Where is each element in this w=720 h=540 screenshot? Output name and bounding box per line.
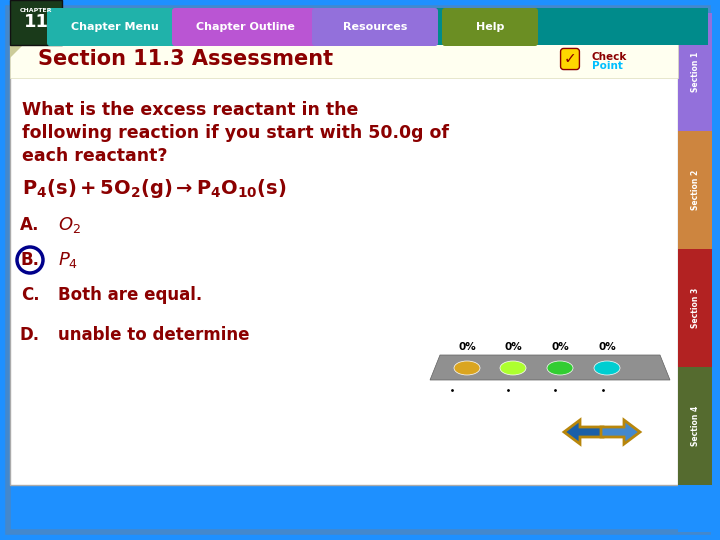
Text: unable to determine: unable to determine [58, 326, 250, 344]
Text: Help: Help [476, 22, 504, 32]
Text: Resources: Resources [343, 22, 408, 32]
FancyBboxPatch shape [8, 8, 708, 532]
FancyBboxPatch shape [678, 367, 712, 485]
FancyBboxPatch shape [678, 485, 712, 532]
FancyBboxPatch shape [678, 131, 712, 249]
Text: following reaction if you start with 50.0g of: following reaction if you start with 50.… [22, 124, 449, 142]
FancyBboxPatch shape [442, 8, 538, 46]
FancyBboxPatch shape [10, 10, 678, 485]
Text: Section 2: Section 2 [690, 170, 700, 210]
Polygon shape [601, 420, 640, 444]
FancyBboxPatch shape [47, 8, 183, 46]
Text: $\mathbf{P_4}$$\mathbf{(s) + 5O_2(g) \rightarrow P_4O_{10}(s)}$: $\mathbf{P_4}$$\mathbf{(s) + 5O_2(g) \ri… [22, 177, 287, 199]
Text: Section 3: Section 3 [690, 288, 700, 328]
Text: Both are equal.: Both are equal. [58, 286, 202, 304]
Text: 0%: 0% [458, 342, 476, 352]
Text: Section 11.3 Assessment: Section 11.3 Assessment [38, 49, 333, 69]
Text: Point: Point [592, 61, 623, 71]
Text: each reactant?: each reactant? [22, 147, 168, 165]
Text: 0%: 0% [598, 342, 616, 352]
Polygon shape [564, 420, 603, 444]
Text: CHAPTER: CHAPTER [19, 8, 53, 12]
Ellipse shape [454, 361, 480, 375]
Text: A.: A. [20, 216, 40, 234]
Text: B.: B. [20, 251, 40, 269]
Text: $P_4$: $P_4$ [58, 250, 78, 270]
Text: 0%: 0% [551, 342, 569, 352]
FancyBboxPatch shape [678, 13, 712, 131]
Polygon shape [430, 355, 670, 380]
Text: Section 4: Section 4 [690, 406, 700, 446]
Text: What is the excess reactant in the: What is the excess reactant in the [22, 101, 359, 119]
Text: 0%: 0% [504, 342, 522, 352]
Ellipse shape [547, 361, 573, 375]
Polygon shape [10, 40, 28, 58]
Text: ✓: ✓ [564, 51, 577, 66]
Text: Chapter Outline: Chapter Outline [196, 22, 294, 32]
FancyBboxPatch shape [10, 40, 678, 78]
Text: Section 1: Section 1 [690, 52, 700, 92]
FancyBboxPatch shape [10, 8, 708, 45]
FancyBboxPatch shape [10, 0, 62, 45]
Text: C.: C. [21, 286, 40, 304]
Text: Chapter Menu: Chapter Menu [71, 22, 159, 32]
FancyBboxPatch shape [172, 8, 318, 46]
FancyBboxPatch shape [10, 8, 708, 15]
Circle shape [17, 247, 43, 273]
Text: Check: Check [592, 52, 627, 62]
FancyBboxPatch shape [312, 8, 438, 46]
Ellipse shape [500, 361, 526, 375]
Text: D.: D. [20, 326, 40, 344]
Text: $O_2$: $O_2$ [58, 215, 81, 235]
Ellipse shape [594, 361, 620, 375]
FancyBboxPatch shape [678, 249, 712, 367]
Text: 11: 11 [24, 13, 48, 31]
